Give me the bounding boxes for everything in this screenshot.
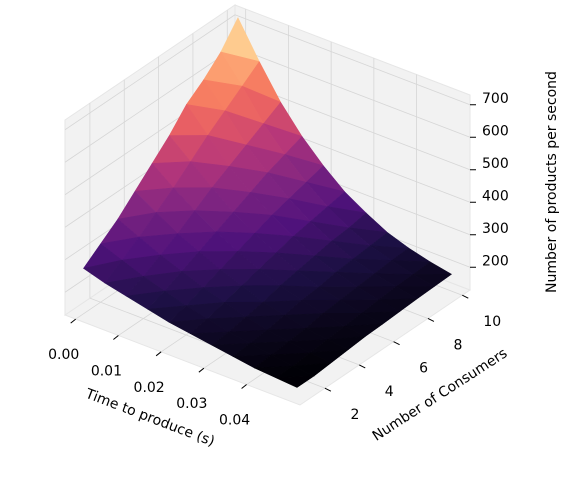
y-tick: [393, 341, 400, 346]
y-tick: [324, 387, 332, 392]
y-tick-label: 10: [483, 314, 501, 330]
y-tick-label: 4: [385, 384, 394, 400]
x-tick-label: 0.04: [219, 413, 250, 429]
z-tick-label: 300: [482, 221, 509, 237]
x-tick-label: 0.01: [91, 363, 122, 379]
grid-line: [234, 14, 471, 106]
grid-line: [64, 14, 236, 131]
x-tick-label: 0.03: [176, 396, 207, 412]
z-tick-label: 500: [482, 156, 509, 172]
surface: [82, 17, 453, 388]
x-tick: [70, 318, 76, 324]
z-tick-label: 400: [482, 188, 509, 204]
x-tick: [113, 335, 119, 340]
z-tick-label: 600: [482, 123, 509, 139]
x-tick-label: 0.02: [134, 380, 165, 396]
y-tick: [462, 294, 469, 299]
y-tick-label: 6: [419, 361, 428, 377]
x-tick-label: 0.00: [48, 347, 79, 363]
x-tick: [241, 384, 247, 389]
x-tick: [155, 351, 162, 357]
z-tick-label: 700: [482, 91, 509, 107]
y-tick-label: 8: [453, 337, 462, 353]
y-tick-label: 2: [350, 407, 359, 423]
x-tick: [198, 367, 205, 373]
z-axis-label: Number of products per second: [544, 71, 560, 293]
y-tick: [427, 318, 435, 322]
surface-facet: [275, 375, 316, 388]
y-tick: [359, 364, 366, 369]
grid-line: [64, 46, 236, 163]
grid-line: [234, 46, 471, 138]
z-tick-label: 200: [482, 253, 509, 269]
